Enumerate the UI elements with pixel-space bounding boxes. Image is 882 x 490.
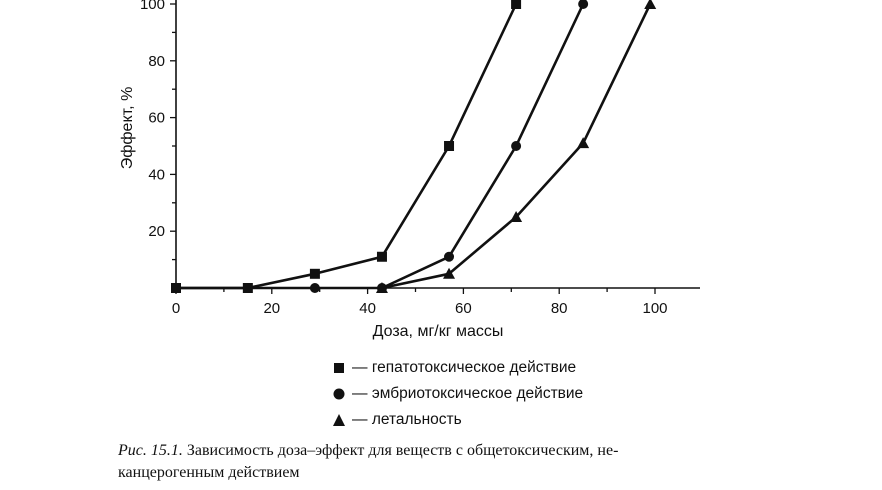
legend-dash: —	[352, 385, 368, 402]
series-line-0	[176, 3, 518, 290]
x-tick-label: 100	[642, 300, 667, 317]
x-tick-label: 20	[263, 300, 280, 317]
legend-dash: —	[352, 359, 368, 376]
series-line-1	[176, 3, 585, 290]
circle-marker	[444, 251, 455, 262]
legend-item-hepatotoxic: — гепатотоксическое действие	[332, 355, 583, 381]
square-marker	[511, 0, 522, 9]
axes	[175, 0, 700, 289]
x-tick-label: 80	[551, 300, 568, 317]
square-marker	[376, 251, 387, 262]
circle-marker	[309, 283, 320, 293]
triangle-marker	[443, 267, 456, 279]
triangle-marker	[577, 137, 590, 149]
triangle-marker-icon	[333, 414, 345, 426]
caption-text-continued: канцерогенным действием	[118, 464, 300, 481]
legend-dash: —	[352, 411, 368, 428]
y-axis-label: Эффект, %	[119, 87, 136, 170]
circle-marker	[578, 0, 589, 9]
triangle-marker	[375, 282, 388, 293]
circle-marker	[171, 283, 181, 293]
figure-caption: Рис. 15.1. Зависимость доза–эффект для в…	[118, 440, 758, 484]
y-tick-label: 100	[140, 0, 165, 13]
square-marker-icon	[334, 363, 344, 373]
series-markers	[171, 0, 657, 293]
legend-label: эмбриотоксическое действие	[371, 385, 584, 402]
circle-marker	[511, 141, 522, 151]
legend: — гепатотоксическое действие — эмбриоток…	[332, 355, 583, 433]
y-tick-label: 60	[148, 110, 165, 127]
y-tick-label: 40	[148, 166, 165, 183]
circle-marker-icon	[333, 388, 345, 400]
legend-label: гепатотоксическое действие	[371, 359, 577, 376]
legend-item-embryotoxic: — эмбриотоксическое действие	[332, 381, 583, 407]
ticks: 0 20 40 60 80 100 20 40 60 80 100	[140, 0, 668, 317]
y-tick-label: 20	[148, 223, 165, 240]
x-axis-label: Доза, мг/кг массы	[373, 323, 504, 340]
chart-plot: 0 20 40 60 80 100 20 40 60 80 100 Доза, мг/кг масс…	[119, 0, 700, 340]
legend-item-lethality: — летальность	[332, 407, 583, 433]
caption-prefix: Рис. 15.1.	[118, 442, 183, 459]
y-tick-label: 80	[148, 53, 165, 70]
x-tick-label: 0	[172, 300, 180, 317]
triangle-marker	[510, 211, 523, 222]
x-tick-label: 60	[455, 300, 472, 317]
square-marker	[242, 283, 253, 293]
caption-text: Зависимость доза–эффект для веществ с об…	[182, 442, 619, 459]
x-tick-label: 40	[359, 300, 376, 317]
triangle-marker	[644, 0, 657, 9]
legend-label: летальность	[371, 411, 462, 428]
square-marker	[444, 141, 455, 151]
square-marker	[309, 268, 320, 279]
